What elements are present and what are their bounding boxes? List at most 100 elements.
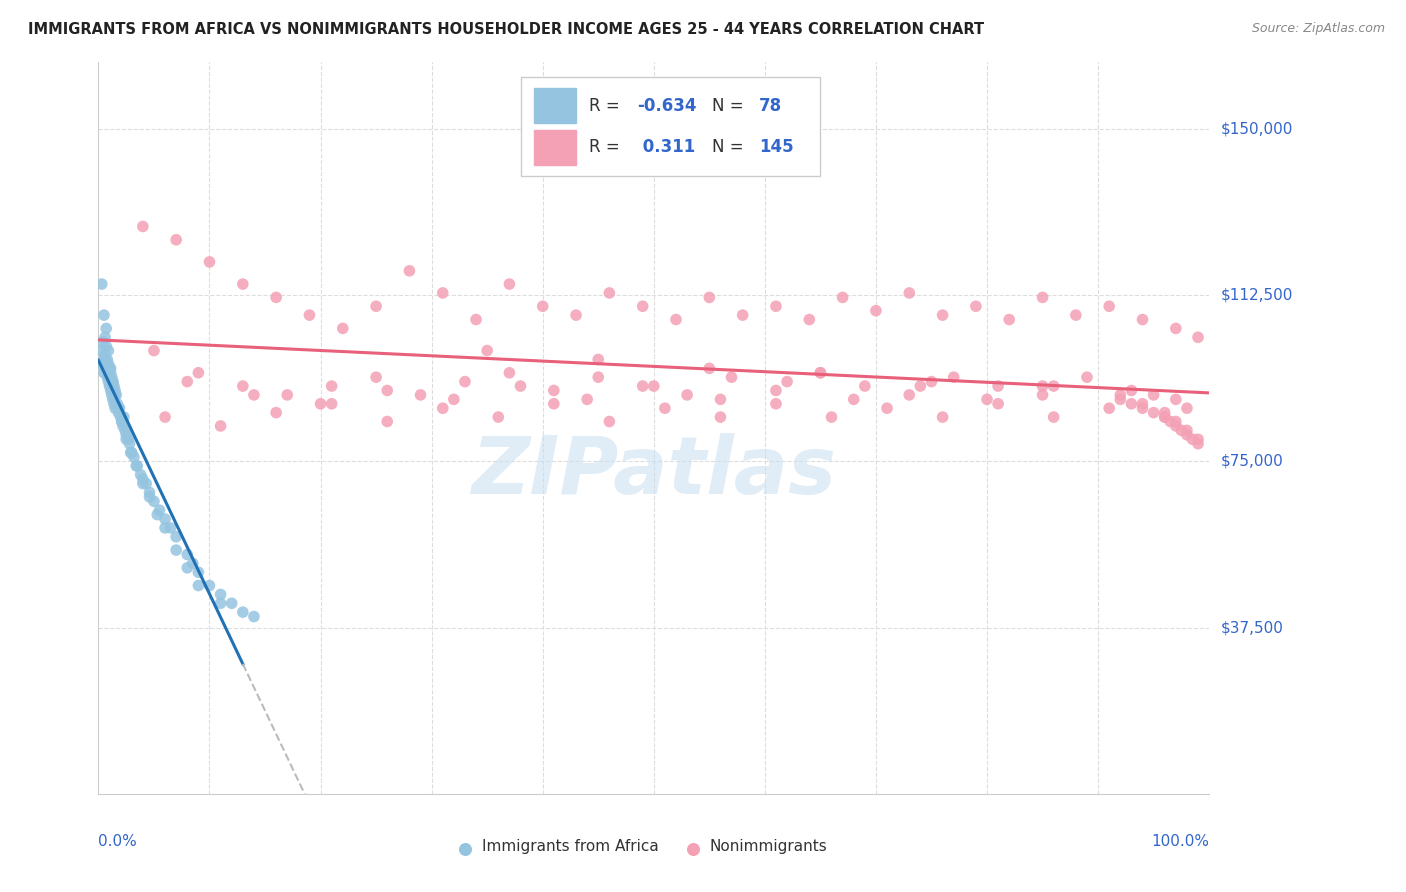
Point (1143, 406, 1166, 420)
Point (543, 384, 565, 398)
Point (1153, 410, 1175, 425)
Point (232, 605, 254, 619)
Point (187, 566, 209, 580)
Point (931, 308, 953, 322)
Point (111, 419, 134, 434)
Point (398, 264, 420, 278)
Point (96, 352, 118, 367)
Point (94, 330, 117, 344)
Point (127, 458, 149, 473)
Text: 145: 145 (759, 138, 794, 156)
Text: N =: N = (711, 138, 748, 156)
Point (148, 503, 170, 517)
Point (93, 352, 115, 367)
Point (143, 343, 166, 358)
Point (125, 458, 148, 473)
Point (598, 285, 620, 300)
Point (122, 450, 145, 464)
Point (366, 299, 388, 313)
Point (565, 308, 588, 322)
Point (454, 375, 477, 389)
Text: Immigrants from Africa: Immigrants from Africa (482, 839, 658, 854)
Point (187, 578, 209, 592)
Point (100, 366, 122, 380)
Text: 78: 78 (759, 96, 782, 114)
Point (1042, 410, 1064, 425)
Point (100, 361, 122, 376)
Point (1109, 392, 1132, 407)
Point (90, 277, 112, 291)
Point (100, 388, 122, 402)
Point (588, 370, 610, 384)
Point (1164, 321, 1187, 335)
Point (1098, 299, 1121, 313)
Point (93, 366, 115, 380)
Point (1153, 406, 1175, 420)
Point (104, 384, 127, 398)
Point (588, 352, 610, 367)
Point (138, 485, 160, 500)
Text: Nonimmigrants: Nonimmigrants (710, 839, 827, 854)
Point (90, 343, 112, 358)
Point (264, 290, 287, 304)
Point (765, 397, 787, 411)
Point (103, 379, 125, 393)
Point (101, 375, 124, 389)
Point (409, 388, 432, 402)
Text: -0.634: -0.634 (637, 96, 696, 114)
Text: $37,500: $37,500 (1220, 620, 1284, 635)
Point (98, 361, 121, 376)
Point (865, 303, 887, 318)
Point (1187, 432, 1209, 446)
Point (366, 370, 388, 384)
Point (132, 476, 155, 491)
Point (1032, 388, 1054, 402)
Point (1170, 423, 1192, 437)
Point (853, 379, 876, 393)
Point (1164, 415, 1187, 429)
Point (108, 401, 131, 416)
Point (100, 370, 122, 384)
Point (232, 379, 254, 393)
Point (682, 787, 704, 801)
Point (115, 432, 138, 446)
Text: $112,500: $112,500 (1220, 288, 1292, 302)
Point (1132, 401, 1154, 416)
Point (97, 375, 120, 389)
Point (776, 375, 799, 389)
Point (100, 384, 122, 398)
Point (709, 392, 731, 407)
Point (731, 308, 754, 322)
Point (90, 357, 112, 371)
Text: 100.0%: 100.0% (1152, 834, 1209, 849)
Point (876, 401, 898, 416)
Point (232, 277, 254, 291)
Point (103, 397, 125, 411)
Text: Source: ZipAtlas.com: Source: ZipAtlas.com (1251, 22, 1385, 36)
Point (96, 370, 118, 384)
Point (631, 379, 654, 393)
Point (91, 334, 114, 349)
Point (93, 308, 115, 322)
Point (699, 290, 721, 304)
Point (104, 388, 127, 402)
Point (112, 410, 135, 425)
Point (432, 285, 454, 300)
Point (976, 392, 998, 407)
Point (1164, 392, 1187, 407)
Point (309, 397, 332, 411)
Point (643, 379, 665, 393)
Point (375, 415, 398, 429)
Text: 0.311: 0.311 (637, 138, 696, 156)
Point (810, 366, 832, 380)
Point (1132, 397, 1154, 411)
Point (898, 388, 921, 402)
Point (475, 343, 498, 358)
Point (576, 392, 599, 407)
Point (987, 397, 1010, 411)
Point (107, 401, 129, 416)
Point (676, 388, 699, 402)
Point (146, 508, 169, 522)
Text: $75,000: $75,000 (1220, 454, 1284, 469)
Point (1076, 370, 1098, 384)
